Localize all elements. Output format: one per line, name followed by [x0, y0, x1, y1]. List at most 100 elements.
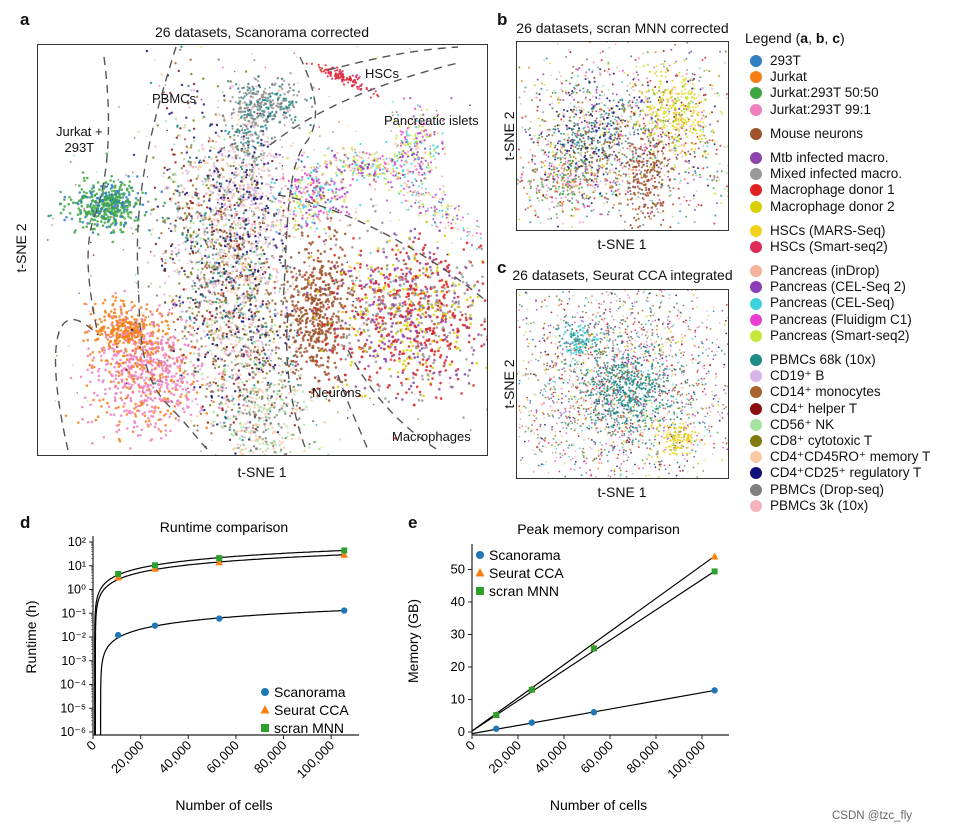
data-point — [710, 552, 719, 560]
data-point — [528, 686, 535, 693]
legend-label: Mouse neurons — [770, 125, 864, 141]
region-boundary — [269, 62, 459, 146]
panel-c-plot — [382, 183, 820, 569]
legend-item: 293T — [750, 53, 930, 69]
y-tick-label: 10¹ — [68, 559, 86, 573]
legend-swatch — [750, 87, 762, 100]
panel-c-letter: c — [497, 258, 507, 277]
legend-item: Jurkat:293T 99:1 — [750, 102, 930, 118]
data-point — [493, 725, 500, 732]
panel-a-title: 26 datasets, Scanorama corrected — [154, 24, 369, 40]
legend-item: CD56⁺ NK — [750, 417, 930, 433]
panel-a-plot — [9, 8, 635, 644]
legend-swatch — [750, 467, 762, 480]
legend-swatch — [750, 152, 762, 165]
cell-cluster — [512, 146, 624, 224]
legend-swatch — [750, 281, 762, 294]
panel-c-ylabel: t-SNE 2 — [501, 359, 517, 409]
legend-item: Mtb infected macro. — [750, 150, 930, 166]
legend-item: Pancreas (CEL-Seq) — [750, 295, 930, 311]
legend-title-sep2: , — [824, 30, 833, 46]
cell-cluster — [650, 422, 706, 468]
legend-label: CD4⁺CD25⁺ regulatory T — [770, 465, 922, 481]
panel-a-xlabel: t-SNE 1 — [237, 464, 287, 480]
legend-label: CD19⁺ B — [770, 368, 825, 384]
x-axis-label: Number of cells — [550, 797, 647, 813]
chart-legend-marker — [260, 705, 270, 714]
x-tick-label: 100,000 — [293, 738, 337, 782]
legend-swatch — [750, 297, 762, 310]
data-point — [711, 687, 718, 694]
legend-label: Pancreas (CEL-Seq 2) — [770, 279, 906, 295]
panel-c-tsne — [382, 183, 820, 569]
legend-label: Jurkat:293T 50:50 — [770, 85, 879, 101]
legend-item: CD4⁺ helper T — [750, 401, 930, 417]
region-boundary — [136, 46, 209, 451]
legend-swatch — [750, 265, 762, 278]
legend-label: Pancreas (Fluidigm C1) — [770, 311, 912, 327]
data-point — [114, 631, 122, 639]
legend-label: PBMCs 68k (10x) — [770, 352, 876, 367]
y-tick-label: 10 — [451, 692, 465, 707]
cell-cluster — [372, 97, 453, 208]
y-axis-label: Memory (GB) — [405, 599, 421, 683]
legend-list: 293T Jurkat Jurkat:293T 50:50 Jurkat:293T 9… — [750, 53, 930, 514]
y-tick-label: 10⁻³ — [61, 654, 86, 668]
data-point — [341, 547, 348, 554]
chart-legend-label: scran MNN — [274, 720, 344, 736]
legend-label: HSCs (Smart-seq2) — [770, 238, 888, 254]
x-tick-label: 100,000 — [664, 738, 708, 782]
chart-legend-marker — [476, 587, 484, 595]
region-boundary — [327, 46, 459, 71]
fit-line — [94, 554, 345, 735]
fit-line — [94, 549, 345, 735]
legend-swatch — [750, 240, 762, 253]
cell-cluster — [64, 289, 251, 450]
cell-cluster — [110, 13, 303, 504]
chart-legend-marker — [261, 724, 269, 732]
legend-label: Pancreas (inDrop) — [770, 263, 880, 279]
data-point — [590, 708, 598, 716]
legend-label: Pancreas (Smart-seq2) — [770, 327, 910, 343]
chart-legend-label: scran MNN — [489, 583, 559, 599]
cell-cluster — [558, 316, 700, 460]
chart-legend-marker — [261, 688, 269, 696]
legend-label: Mtb infected macro. — [770, 149, 889, 165]
panel-c-xlabel: t-SNE 1 — [597, 484, 647, 500]
panel-d-chart: Runtime comparison 10² 10¹ 10⁰ 10⁻¹ 10⁻² 10⁻³ 1… — [23, 519, 359, 813]
x-tick-label: 60,000 — [577, 738, 616, 777]
data-point — [711, 568, 718, 575]
legend-item: PBMCs (Drop-seq) — [750, 482, 930, 498]
y-tick-label: 20 — [451, 659, 465, 674]
chart-legend-marker — [475, 568, 485, 577]
watermark: CSDN @tzc_fly — [832, 810, 913, 822]
legend-swatch — [750, 499, 762, 512]
region-boundary — [277, 194, 486, 301]
legend-label: Macrophage donor 1 — [770, 182, 895, 198]
legend-swatch — [750, 71, 762, 84]
legend-item: Macrophage donor 2 — [750, 199, 930, 215]
legend-item: Pancreas (inDrop) — [750, 263, 930, 279]
panel-e-letter: e — [408, 513, 418, 532]
legend-item: CD19⁺ B — [750, 368, 930, 384]
legend-item: Pancreas (Fluidigm C1) — [750, 312, 930, 328]
legend-swatch — [750, 418, 762, 431]
cell-cluster — [47, 152, 180, 244]
cell-cluster — [273, 198, 544, 440]
legend-swatch — [750, 483, 762, 496]
legend-item: Pancreas (CEL-Seq 2) — [750, 279, 930, 295]
panel-a-ylabel: t-SNE 2 — [13, 223, 29, 273]
legend-title: Legend (a, b, c) — [745, 30, 845, 46]
x-tick-label: 20,000 — [108, 738, 147, 777]
legend-title-pre: Legend ( — [745, 30, 801, 46]
y-tick-label: 30 — [451, 627, 465, 642]
region-boundary — [87, 56, 110, 336]
y-tick-label: 10⁻⁶ — [60, 725, 86, 739]
legend-swatch — [750, 313, 762, 326]
chart-legend-label: Scanorama — [489, 547, 561, 563]
region-boundary — [337, 374, 369, 451]
y-tick-label: 40 — [451, 594, 465, 609]
legend-title-post: ) — [840, 30, 845, 46]
data-point — [115, 570, 122, 577]
data-point — [528, 719, 535, 726]
